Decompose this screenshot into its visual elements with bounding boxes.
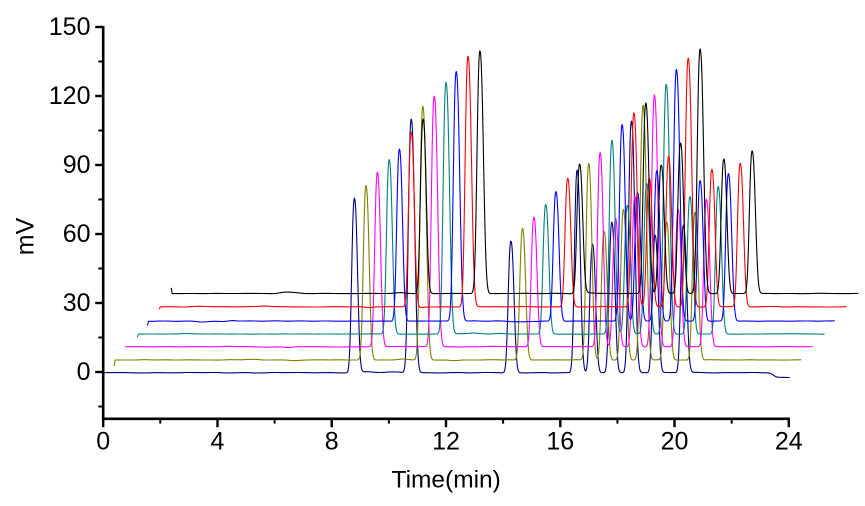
svg-text:8: 8 [325, 428, 339, 456]
svg-text:4: 4 [211, 428, 225, 456]
svg-text:150: 150 [49, 13, 91, 41]
svg-text:60: 60 [63, 220, 91, 248]
svg-text:12: 12 [432, 428, 460, 456]
svg-text:Time(min): Time(min) [392, 467, 501, 494]
svg-text:0: 0 [77, 358, 91, 386]
svg-text:20: 20 [661, 428, 689, 456]
svg-text:90: 90 [63, 151, 91, 179]
svg-text:120: 120 [49, 82, 91, 110]
svg-text:mV: mV [12, 217, 40, 255]
svg-text:30: 30 [63, 289, 91, 317]
svg-text:24: 24 [775, 428, 803, 456]
svg-text:16: 16 [546, 428, 574, 456]
svg-text:0: 0 [96, 428, 110, 456]
